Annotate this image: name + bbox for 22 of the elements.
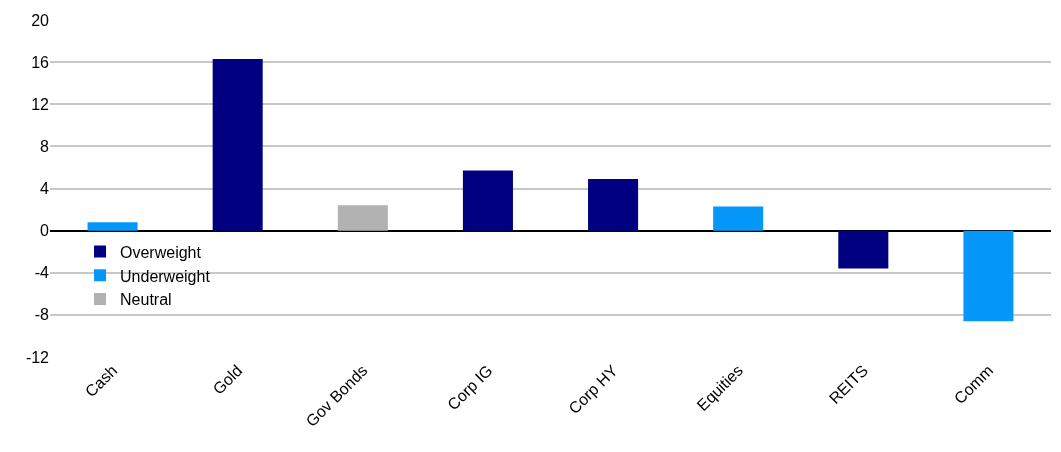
bar [462, 170, 513, 231]
y-tick-label: 4 [40, 180, 50, 198]
y-tick-label: 12 [31, 95, 50, 113]
bar [212, 58, 263, 231]
legend-label: Overweight [120, 243, 202, 261]
bar [87, 222, 138, 231]
y-tick-label: 20 [31, 11, 50, 29]
x-tick-label: Corp HY [565, 361, 622, 418]
bar [713, 206, 764, 231]
bar [838, 230, 889, 269]
legend-label: Underweight [120, 267, 211, 285]
y-tick-label: 8 [40, 137, 50, 155]
y-tick-label: 16 [31, 53, 50, 71]
x-tick-label: Corp IG [444, 361, 496, 414]
bar [963, 230, 1014, 322]
y-tick-label: -8 [34, 306, 50, 324]
bar [337, 205, 388, 231]
y-tick-label: -12 [25, 348, 50, 366]
y-tick-label: -4 [34, 264, 50, 282]
legend-label: Neutral [120, 291, 172, 309]
bar [588, 179, 639, 231]
y-tick-label: 0 [40, 222, 50, 240]
